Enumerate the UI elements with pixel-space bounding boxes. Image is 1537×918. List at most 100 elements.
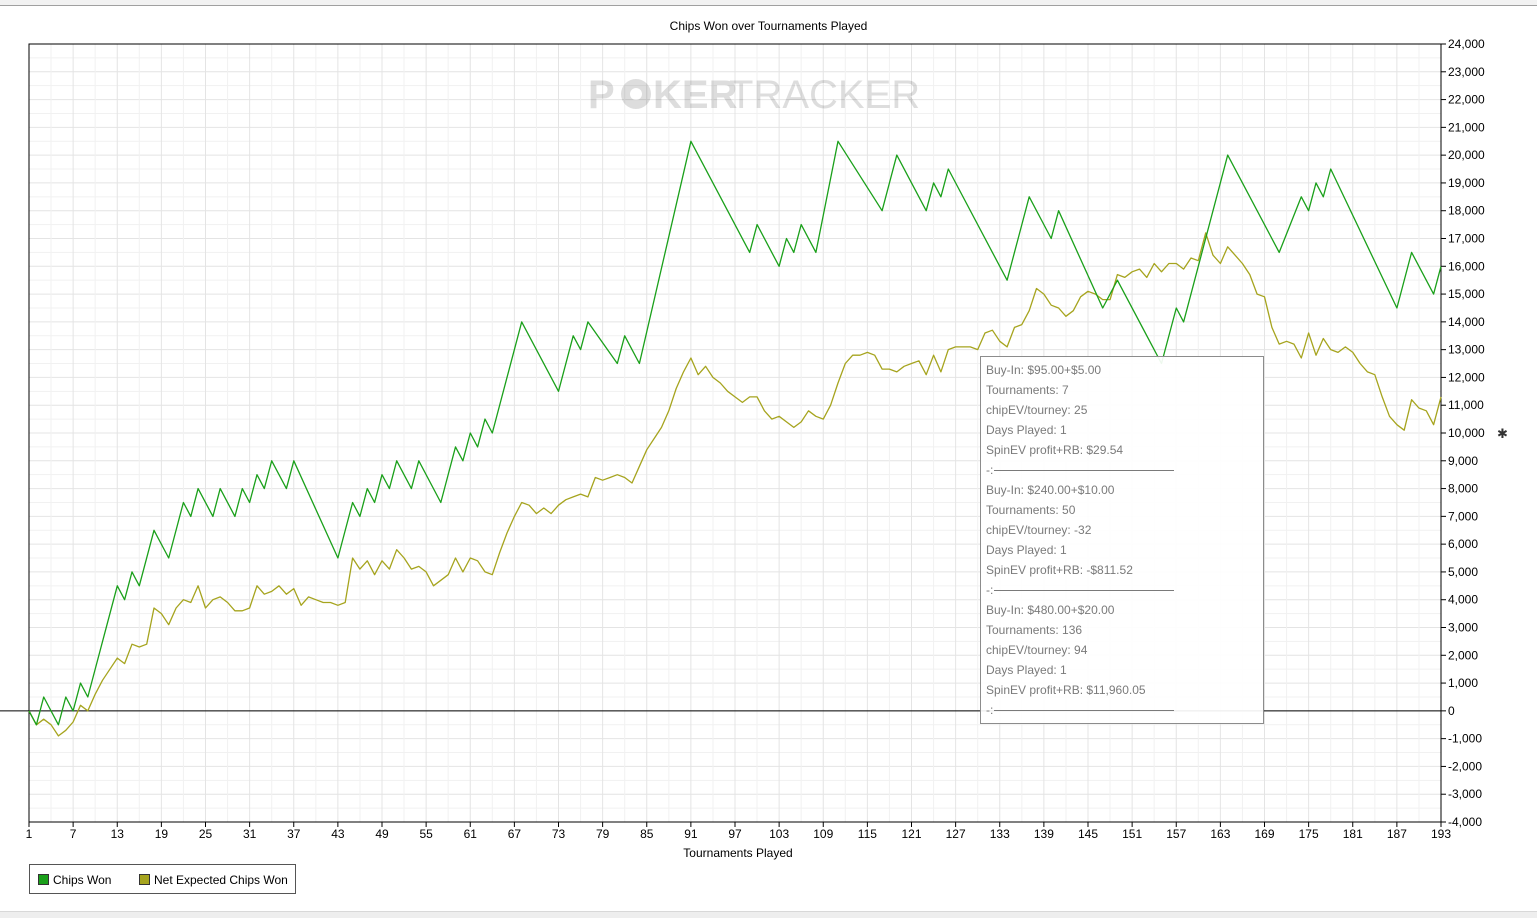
x-tick-label: 157 [1166,827,1186,841]
legend-swatch [38,874,49,885]
x-tick-label: 139 [1034,827,1054,841]
x-tick-label: 127 [946,827,966,841]
tooltip-line-buyin: Buy-In: $95.00+$5.00 [986,363,1102,377]
y-tick-label: 12,000 [1448,370,1485,384]
x-tick-label: 67 [508,827,522,841]
x-tick-label: 19 [155,827,169,841]
x-tick-label: 175 [1299,827,1319,841]
y-tick-label: 9,000 [1448,454,1478,468]
tooltip-separator: -: [986,703,1175,717]
x-tick-label: 7 [70,827,77,841]
x-tick-label: 43 [331,827,345,841]
y-tick-label: 5,000 [1448,565,1478,579]
window-top-border [0,0,1537,6]
window-bottom-border [0,911,1537,918]
crosshair-icon[interactable]: ✱ [1497,426,1508,441]
svg-text:KER: KER [653,73,738,117]
x-tick-label: 187 [1387,827,1407,841]
x-tick-label: 121 [901,827,921,841]
y-tick-label: 16,000 [1448,259,1485,273]
poker-tracker-watermark: P KER TRACKER [588,73,920,117]
legend: Chips Won Net Expected Chips Won [29,864,296,894]
x-tick-label: 1 [26,827,33,841]
x-tick-label: 115 [858,827,877,841]
y-tick-label: 8,000 [1448,482,1478,496]
series-line-chips-won[interactable] [28,140,1442,726]
y-tick-label: -3,000 [1448,787,1482,801]
x-tick-label: 55 [419,827,433,841]
tooltip-line-days: Days Played: 1 [986,543,1067,557]
x-tick-label: 49 [375,827,389,841]
x-tick-label: 91 [684,827,698,841]
y-tick-label: 20,000 [1448,148,1485,162]
y-tick-label: 24,000 [1448,37,1485,51]
y-tick-label: 15,000 [1448,287,1485,301]
tooltip-line-chipev: chipEV/tourney: 25 [986,403,1088,417]
tooltip-line-profit: SpinEV profit+RB: $11,960.05 [986,683,1146,697]
y-tick-label: 11,000 [1448,398,1484,412]
series-line-net-expected-chips-won[interactable] [28,232,1442,737]
svg-text:TRACKER: TRACKER [729,73,920,117]
legend-swatch [139,874,150,885]
y-tick-label: 18,000 [1448,204,1485,218]
tooltip-line-buyin: Buy-In: $480.00+$20.00 [986,603,1115,617]
x-tick-label: 151 [1122,827,1142,841]
tooltip-line-buyin: Buy-In: $240.00+$10.00 [986,483,1115,497]
x-tick-label: 97 [728,827,742,841]
tooltip-line-tournaments: Tournaments: 7 [986,383,1069,397]
legend-item-chips-won[interactable]: Chips Won [38,873,111,887]
x-tick-label: 169 [1254,827,1274,841]
y-tick-label: 6,000 [1448,537,1478,551]
x-tick-label: 37 [287,827,301,841]
y-tick-label: 3,000 [1448,621,1478,635]
x-tick-label: 181 [1343,827,1363,841]
x-tick-label: 31 [243,827,257,841]
y-tick-label: -1,000 [1448,732,1482,746]
y-tick-label: 1,000 [1448,676,1478,690]
y-tick-label: 17,000 [1448,232,1485,246]
svg-text:P: P [588,73,615,117]
y-tick-label: 7,000 [1448,509,1478,523]
x-axis-ticks: 1 7 13 19 25 31 37 43 49 55 61 67 73 79 85 91 97 103 109 11… [26,822,1451,841]
y-tick-label: 22,000 [1448,93,1485,107]
x-tick-label: 61 [464,827,478,841]
y-tick-label: 21,000 [1448,120,1485,134]
tooltip-line-profit: SpinEV profit+RB: $29.54 [986,443,1124,457]
tooltip-separator: -: [986,583,1175,597]
x-tick-label: 193 [1431,827,1451,841]
x-tick-label: 109 [813,827,833,841]
x-tick-label: 13 [111,827,125,841]
x-tick-label: 25 [199,827,213,841]
y-tick-label: -4,000 [1448,815,1482,829]
y-tick-label: 14,000 [1448,315,1485,329]
tooltip-line-profit: SpinEV profit+RB: -$811.52 [986,563,1133,577]
tooltip-line-chipev: chipEV/tourney: 94 [986,643,1088,657]
x-tick-label: 85 [640,827,654,841]
tooltip-line-tournaments: Tournaments: 50 [986,503,1076,517]
tooltip-line-tournaments: Tournaments: 136 [986,623,1083,637]
chart-title: Chips Won over Tournaments Played [669,19,868,33]
y-tick-label: -2,000 [1448,759,1482,773]
y-tick-label: 23,000 [1448,65,1485,79]
y-tick-label: 4,000 [1448,593,1478,607]
x-tick-label: 163 [1210,827,1230,841]
tooltip-line-days: Days Played: 1 [986,663,1067,677]
y-tick-label: 2,000 [1448,648,1478,662]
tooltip-separator: -: [986,463,1175,477]
y-tick-label: 10,000 [1448,426,1485,440]
x-tick-label: 145 [1078,827,1098,841]
y-tick-label: 13,000 [1448,343,1485,357]
y-tick-label: 0 [1448,704,1455,718]
tooltip-line-chipev: chipEV/tourney: -32 [986,523,1092,537]
x-tick-label: 133 [990,827,1010,841]
hover-tooltip: Buy-In: $95.00+$5.00 Tournaments: 7 chipEV… [980,356,1264,724]
poker-chip-icon [621,79,651,109]
x-tick-label: 103 [769,827,789,841]
legend-item-net-expected[interactable]: Net Expected Chips Won [139,873,288,887]
x-axis-label: Tournaments Played [683,846,792,860]
x-tick-label: 79 [596,827,610,841]
x-tick-label: 73 [552,827,566,841]
tooltip-line-days: Days Played: 1 [986,423,1067,437]
y-axis-ticks: 24,000 23,000 22,000 21,000 20,000 19,000 18,0… [1441,37,1485,829]
